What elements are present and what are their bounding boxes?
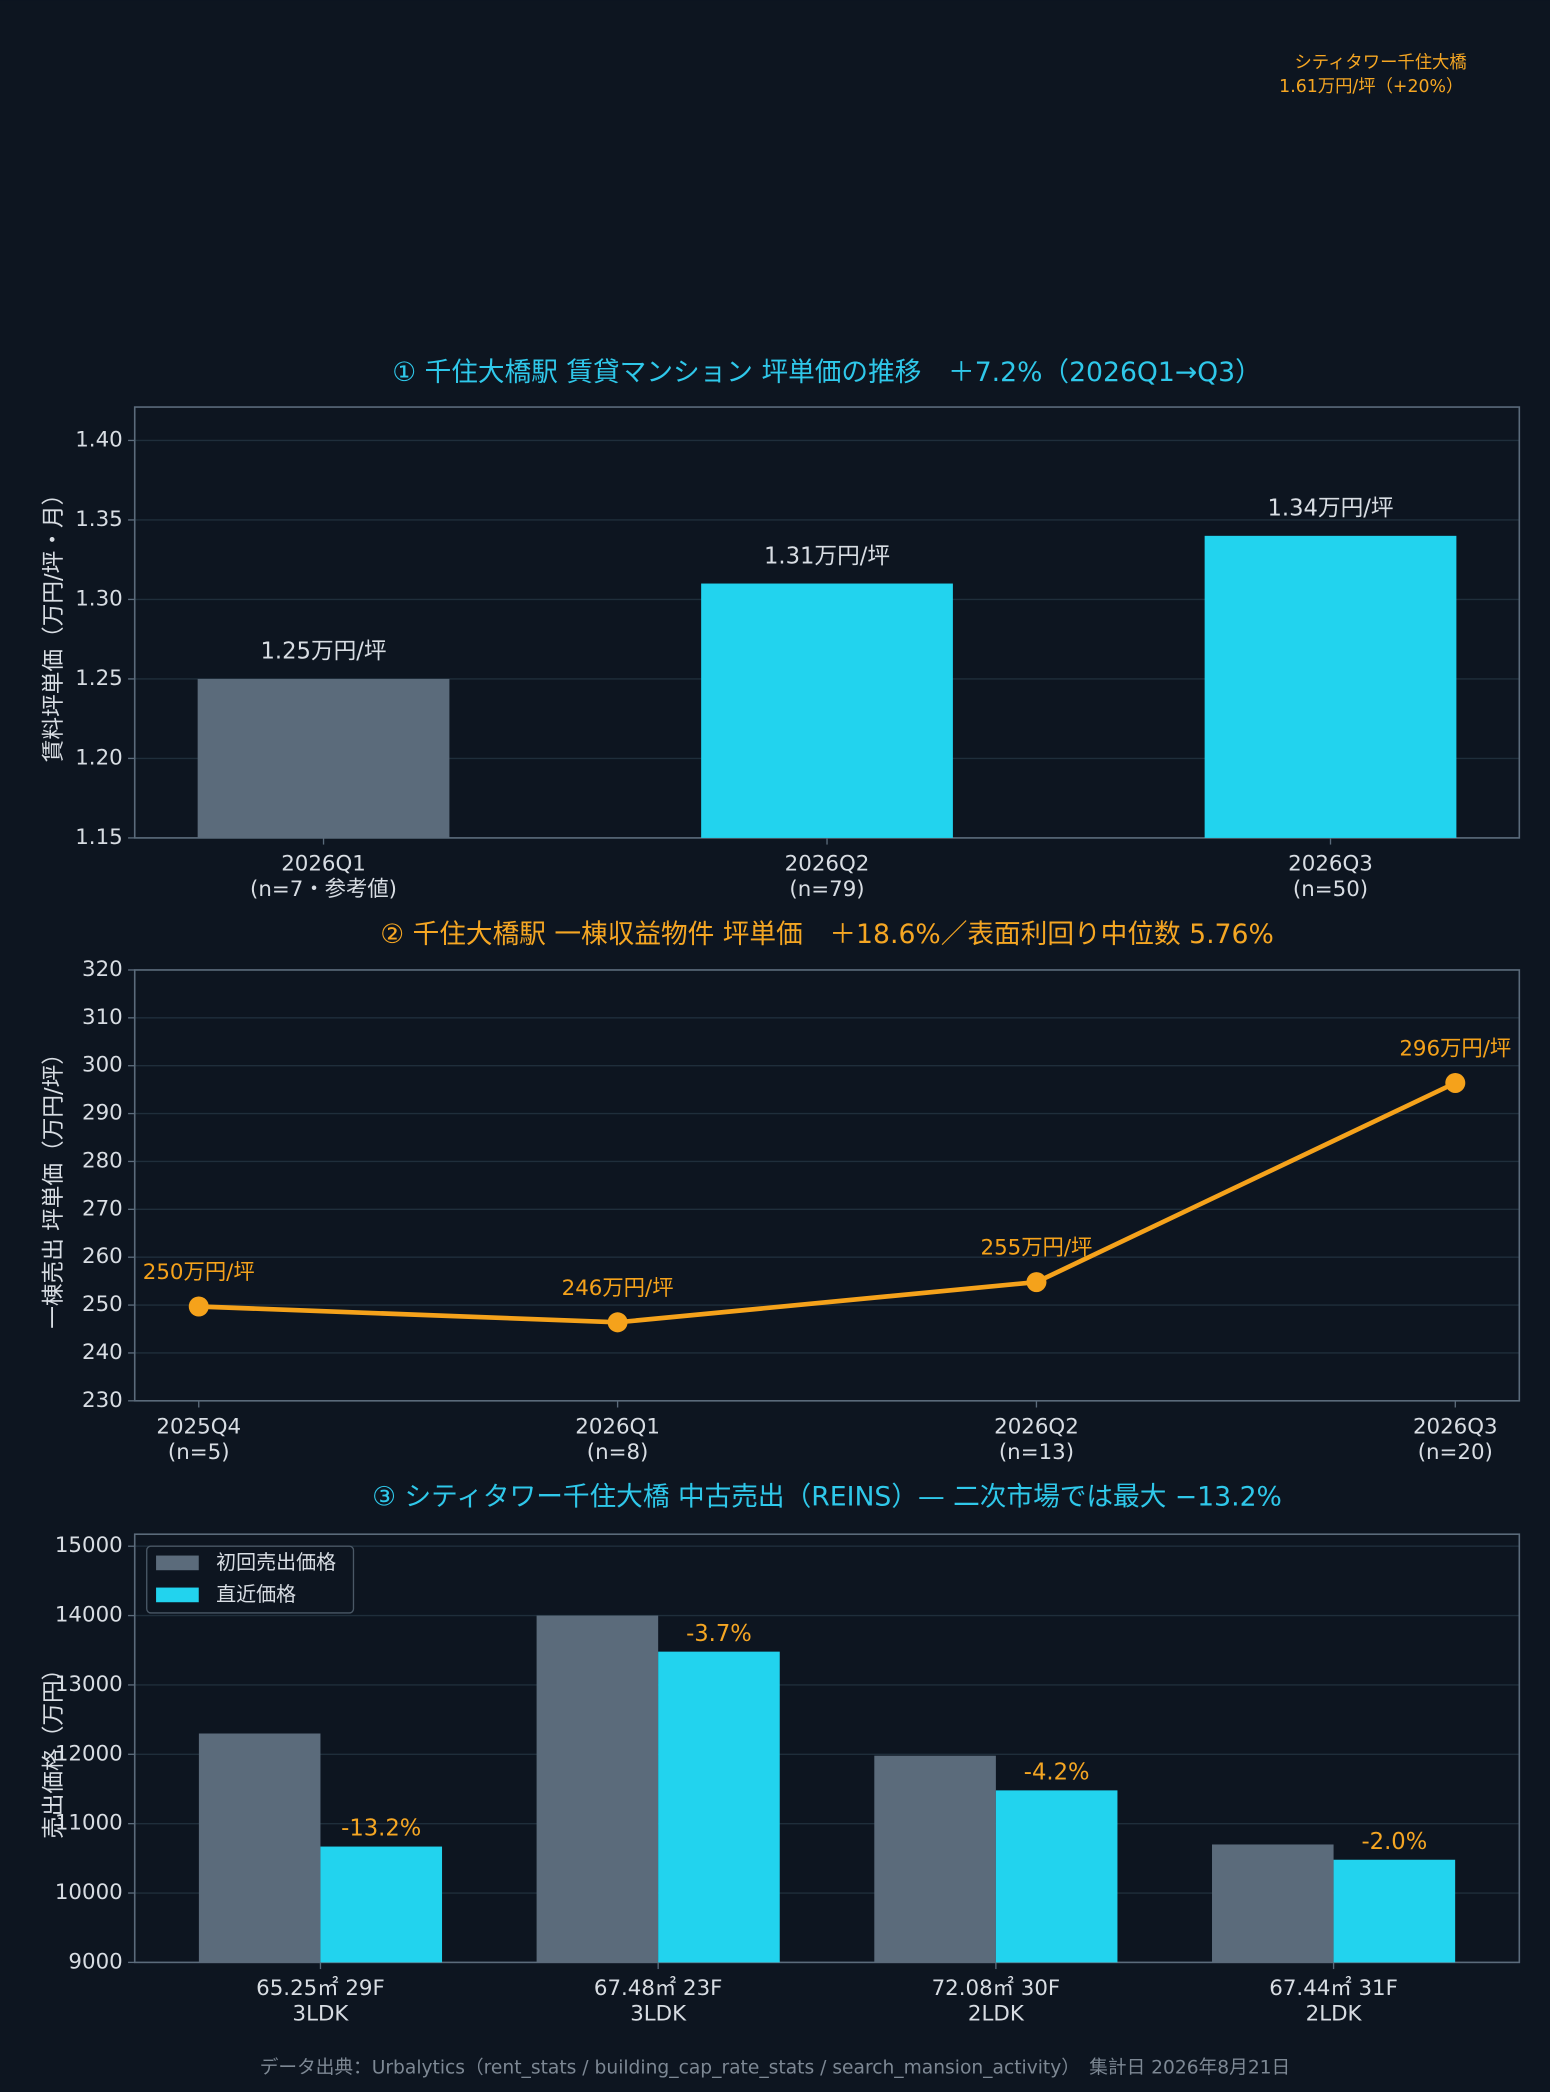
x-tick-label: (n=5) [168,1440,230,1465]
value-label: -3.7% [686,1621,752,1647]
y-tick-label: 280 [82,1148,123,1173]
y-tick-label: 9000 [68,1949,122,1974]
y-tick-label: 270 [82,1196,123,1221]
plot-frame [133,969,1521,1402]
y-tick-label: 13000 [55,1672,123,1697]
y-tick-label: 240 [82,1340,123,1365]
line [198,1080,1457,1325]
point [188,1296,209,1317]
y-tick-label: 15000 [55,1533,123,1558]
bar [320,1846,443,1963]
value-label: 1.25万円/坪 [261,639,387,665]
x-tick-label: (n=8) [587,1440,649,1465]
legend-label: 初回売出価格 [216,1550,336,1574]
bar [701,583,953,838]
y-tick-label: 1.25 [75,666,122,691]
value-label: -2.0% [1362,1829,1428,1855]
x-tick-label: 72.08㎡ 30F [932,1975,1061,2001]
x-tick-label: (n=13) [999,1440,1074,1465]
value-label: 246万円/坪 [562,1276,674,1301]
bar [658,1651,780,1963]
x-tick-label: 3LDK [630,2001,687,2026]
point [1026,1272,1047,1293]
bar [1204,535,1457,838]
x-tick-label: 67.48㎡ 23F [594,1975,723,2001]
x-tick-label: (n=79) [789,877,864,902]
plot-frame [133,1533,1521,1964]
y-tick-label: 10000 [55,1880,123,1905]
bar [1212,1844,1334,1963]
x-tick-label: 2LDK [968,2001,1025,2026]
y-tick-label: 290 [82,1101,123,1126]
value-label: 1.31万円/坪 [764,543,890,569]
x-tick-label: 3LDK [293,2001,350,2026]
x-tick-label: 2026Q3 [1413,1414,1498,1439]
x-tick-label: 2026Q1 [281,852,366,877]
y-tick-label: 260 [82,1244,123,1269]
x-tick-label: (n=7・参考値) [250,877,397,902]
x-tick-label: (n=20) [1418,1440,1493,1465]
legend-swatch [156,1587,199,1603]
x-tick-label: (n=50) [1293,877,1368,902]
point [607,1312,628,1333]
y-tick-label: 230 [82,1388,123,1413]
y-tick-label: 14000 [55,1603,123,1628]
y-tick-label: 250 [82,1292,123,1317]
footer: データ出典：Urbalytics（rent_stats / building_c… [260,2057,1290,2078]
chart-title: ② 千住大橋駅 一棟収益物件 坪単価 ＋18.6%／表面利回り中位数 5.76% [380,919,1274,950]
value-label: 1.34万円/坪 [1267,496,1393,522]
y-tick-label: 310 [82,1005,123,1030]
value-label: -13.2% [341,1816,421,1842]
value-label: 296万円/坪 [1399,1037,1511,1062]
y-tick-label: 1.20 [75,745,122,770]
y-axis-label: 賃料坪単価（万円/坪・月） [41,483,67,763]
annotation: シティタワー千住大橋 [1294,53,1466,73]
chart-title: ① 千住大橋駅 賃貸マンション 坪単価の推移 ＋7.2%（2026Q1→Q3） [392,357,1262,388]
y-tick-label: 12000 [55,1741,123,1766]
y-tick-label: 300 [82,1053,123,1078]
legend-swatch [156,1555,199,1571]
x-tick-label: 2026Q2 [785,852,870,877]
x-tick-label: 67.44㎡ 31F [1269,1975,1398,2001]
bar [995,1790,1118,1963]
annotation: 1.61万円/坪（+20%） [1279,77,1463,97]
value-label: -4.2% [1024,1760,1090,1786]
chart-title: ③ シティタワー千住大橋 中古売出（REINS）— 二次市場では最大 −13.2… [372,1482,1282,1513]
y-tick-label: 11000 [55,1811,123,1836]
x-tick-label: 2026Q1 [575,1414,660,1439]
y-tick-label: 320 [82,957,123,982]
y-tick-label: 1.35 [75,507,122,532]
x-tick-label: 2026Q2 [994,1414,1079,1439]
y-axis-label: 売出価格（万円） [41,1658,67,1839]
value-label: 255万円/坪 [981,1236,1093,1261]
bar [197,678,450,838]
y-tick-label: 1.40 [75,427,122,452]
x-tick-label: 65.25㎡ 29F [256,1975,385,2001]
y-axis-label: 一棟売出 坪単価（万円/坪） [41,1042,67,1329]
x-tick-label: 2LDK [1306,2001,1363,2026]
y-tick-label: 1.15 [75,825,122,850]
legend-label: 直近価格 [216,1582,296,1606]
x-tick-label: 2026Q3 [1288,852,1373,877]
point [1445,1072,1466,1093]
bar [1333,1859,1456,1963]
x-tick-label: 2025Q4 [156,1414,241,1439]
bar [198,1733,321,1963]
value-label: 250万円/坪 [143,1260,255,1285]
y-tick-label: 1.30 [75,586,122,611]
bar [536,1615,659,1963]
bar [874,1755,996,1963]
